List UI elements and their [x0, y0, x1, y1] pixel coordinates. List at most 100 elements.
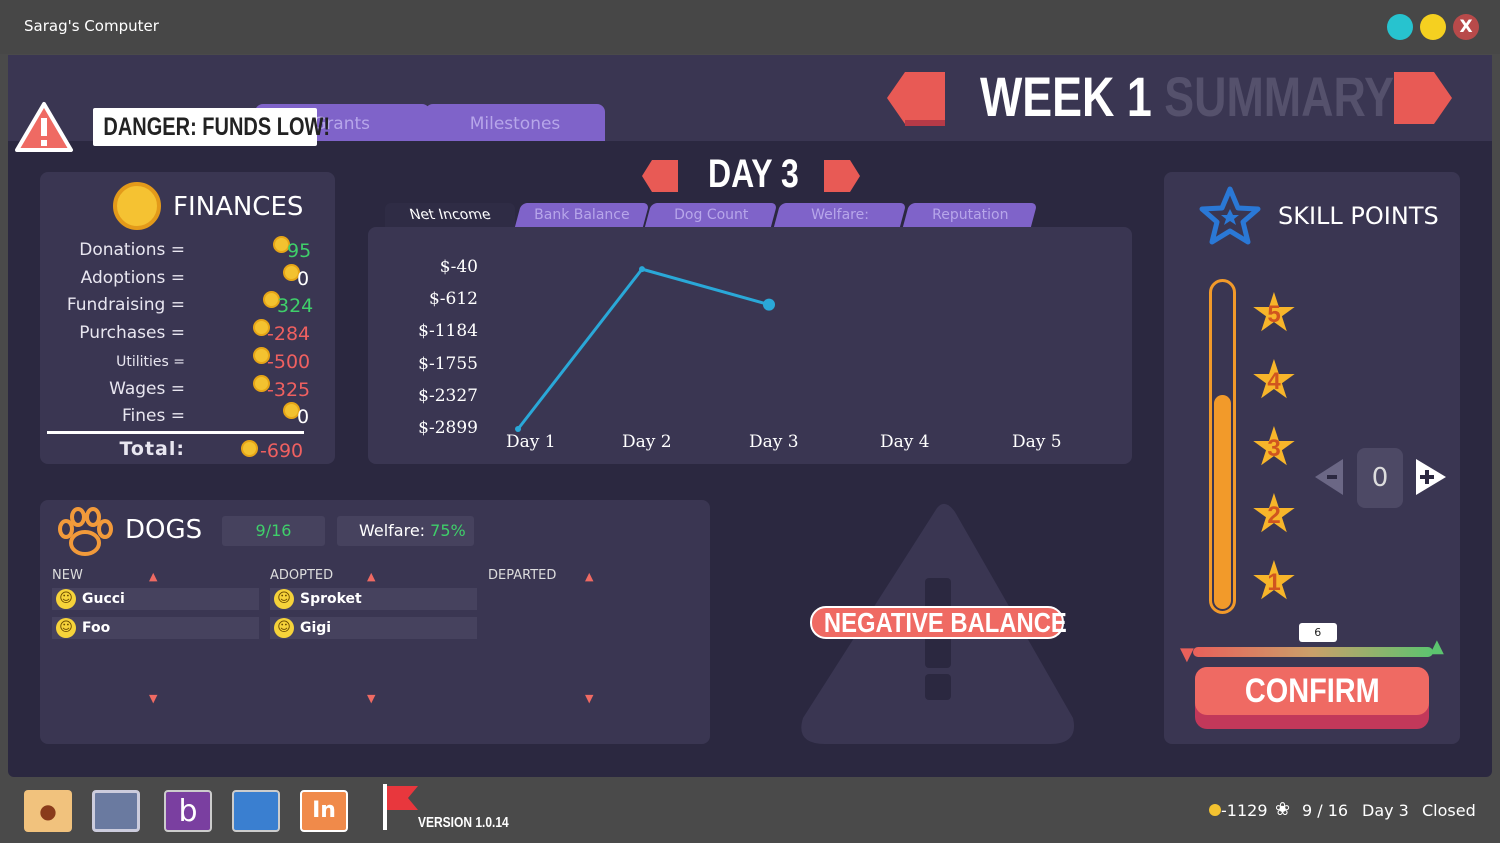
finance-row: Utilities = -500 [40, 346, 340, 379]
y-tick-label: $-1755 [418, 353, 478, 374]
danger-text: DANGER: FUNDS LOW! [103, 113, 331, 141]
y-tick-label: $-1184 [418, 321, 478, 342]
welfare-badge: Welfare: 75% [337, 516, 474, 546]
coin-icon [1209, 804, 1221, 816]
chart-tab-bank-balance[interactable]: Bank Balance [514, 203, 650, 228]
scroll-down-arrow[interactable]: ▼ [585, 692, 594, 705]
dog-column-header: DEPARTED [488, 568, 557, 583]
dog-list-item[interactable]: ☺ Gigi [270, 617, 477, 639]
finance-row: Purchases = -284 [40, 319, 340, 351]
dock-b-app[interactable]: b [164, 790, 212, 832]
finance-value: 0 [297, 406, 310, 429]
week-suffix: SUMMARY [1164, 65, 1395, 128]
dog-count-badge: 9/16 [222, 516, 325, 546]
total-divider [47, 431, 304, 434]
welfare-label: Welfare: [359, 521, 426, 540]
dock-dog-folder[interactable]: ● [24, 790, 72, 832]
y-tick-label: $-612 [428, 289, 478, 310]
chart-tab-net-income[interactable]: Net Income [385, 203, 515, 228]
finance-row: Donations = 95 [40, 236, 340, 268]
prev-day-arrow[interactable] [640, 158, 680, 194]
paw-icon: ❀ [1275, 799, 1291, 820]
dog-name: Gucci [82, 591, 125, 607]
y-tick-label: $-2899 [418, 418, 478, 438]
negative-balance-text: NEGATIVE BALANCE [823, 607, 1067, 638]
finances-title: FINANCES [173, 192, 304, 222]
chart-tab-dog-count[interactable]: Dog Count [644, 203, 778, 228]
dog-column-header: ADOPTED [270, 568, 334, 583]
tab-label: Grants [313, 114, 370, 134]
dog-name: Sproket [300, 591, 362, 607]
scroll-down-arrow[interactable]: ▼ [367, 692, 376, 705]
star-number: 1 [1267, 569, 1281, 596]
skill-points-title: SKILL POINTS [1278, 202, 1439, 230]
skill-star-4[interactable]: ★ 4 [1249, 348, 1299, 411]
rating-slider[interactable] [1193, 647, 1433, 657]
confirm-label: CONFIRM [1244, 672, 1380, 710]
star-number: 2 [1267, 502, 1281, 529]
finance-value: 0 [297, 267, 310, 290]
star-number: 3 [1267, 435, 1281, 462]
minimize-button[interactable] [1387, 14, 1413, 40]
dog-name: Foo [82, 620, 111, 636]
skill-star-3[interactable]: ★ 3 [1249, 415, 1299, 478]
week-title: WEEK 1 SUMMARY [980, 64, 1394, 129]
paw-icon [58, 507, 113, 556]
stepper-minus-button[interactable] [1313, 457, 1345, 497]
dog-list-item[interactable]: ☺ Sproket [270, 588, 477, 610]
finance-value: 324 [277, 295, 314, 318]
dog-list-item[interactable]: ☺ Gucci [52, 588, 259, 610]
stepper-plus-button[interactable] [1414, 457, 1448, 497]
smiley-icon: ☺ [274, 618, 294, 638]
x-tick-label: Day 5 [1012, 432, 1062, 452]
thumbs-down-icon: ▼ [1180, 644, 1194, 665]
thumbs-up-icon: ▲ [1430, 636, 1444, 657]
status-day: Day 3 [1362, 801, 1409, 820]
skill-stepper-value[interactable]: 0 [1357, 448, 1403, 508]
scroll-down-arrow[interactable]: ▼ [149, 692, 158, 705]
dog-name: Gigi [300, 620, 332, 636]
chart-tab-welfare[interactable]: Welfare: [773, 203, 907, 228]
rating-value-tooltip: 6 [1298, 623, 1337, 642]
chart-tab-reputation[interactable]: Reputation [902, 203, 1038, 228]
x-tick-label: Day 4 [880, 432, 930, 452]
next-day-arrow[interactable] [822, 158, 862, 194]
finance-row: Fines = 0 [40, 402, 340, 434]
flag-icon[interactable] [380, 780, 422, 832]
prev-week-arrow[interactable] [885, 70, 947, 126]
sort-up-arrow[interactable]: ▲ [585, 570, 594, 583]
dock-blueprint[interactable] [232, 790, 280, 832]
coin-icon [253, 374, 270, 392]
close-button[interactable]: X [1453, 14, 1479, 40]
tab-milestones[interactable]: Milestones [425, 104, 605, 141]
dock-shop-basket[interactable] [92, 790, 140, 832]
next-week-arrow[interactable] [1392, 70, 1454, 126]
coin-icon [283, 263, 300, 281]
finance-label: Fines = [121, 406, 185, 427]
chart-panel [368, 227, 1132, 464]
dock-indeed-app[interactable]: In [300, 790, 348, 832]
day-title: DAY 3 [708, 152, 799, 196]
sort-up-arrow[interactable]: ▲ [367, 570, 376, 583]
y-tick-label: $-2327 [418, 385, 478, 406]
smiley-icon: ☺ [56, 618, 76, 638]
coin-icon [253, 319, 270, 337]
skill-star-2[interactable]: ★ 2 [1249, 482, 1299, 545]
danger-tooltip: DANGER: FUNDS LOW! [93, 108, 331, 146]
window-title: Sarag's Computer [24, 17, 159, 35]
skill-star-5[interactable]: ★ 5 [1249, 281, 1299, 344]
dog-list-item[interactable]: ☺ Foo [52, 617, 259, 639]
finance-label: Wages = [109, 378, 185, 399]
piggy-coin-icon [113, 182, 161, 230]
finances-rows: Donations = 95 Adoptions = 0 Fundraising = 32… [40, 236, 335, 440]
sort-up-arrow[interactable]: ▲ [149, 570, 158, 583]
warning-triangle-icon [15, 102, 73, 152]
title-bar [0, 0, 1500, 54]
confirm-button[interactable]: CONFIRM [1195, 667, 1429, 729]
finance-value: 95 [287, 240, 312, 262]
coin-icon [253, 346, 270, 364]
skill-star-1[interactable]: ★ 1 [1249, 549, 1299, 612]
maximize-button[interactable] [1420, 14, 1446, 40]
finance-value: -284 [267, 323, 311, 346]
total-label: Total: [119, 438, 185, 460]
